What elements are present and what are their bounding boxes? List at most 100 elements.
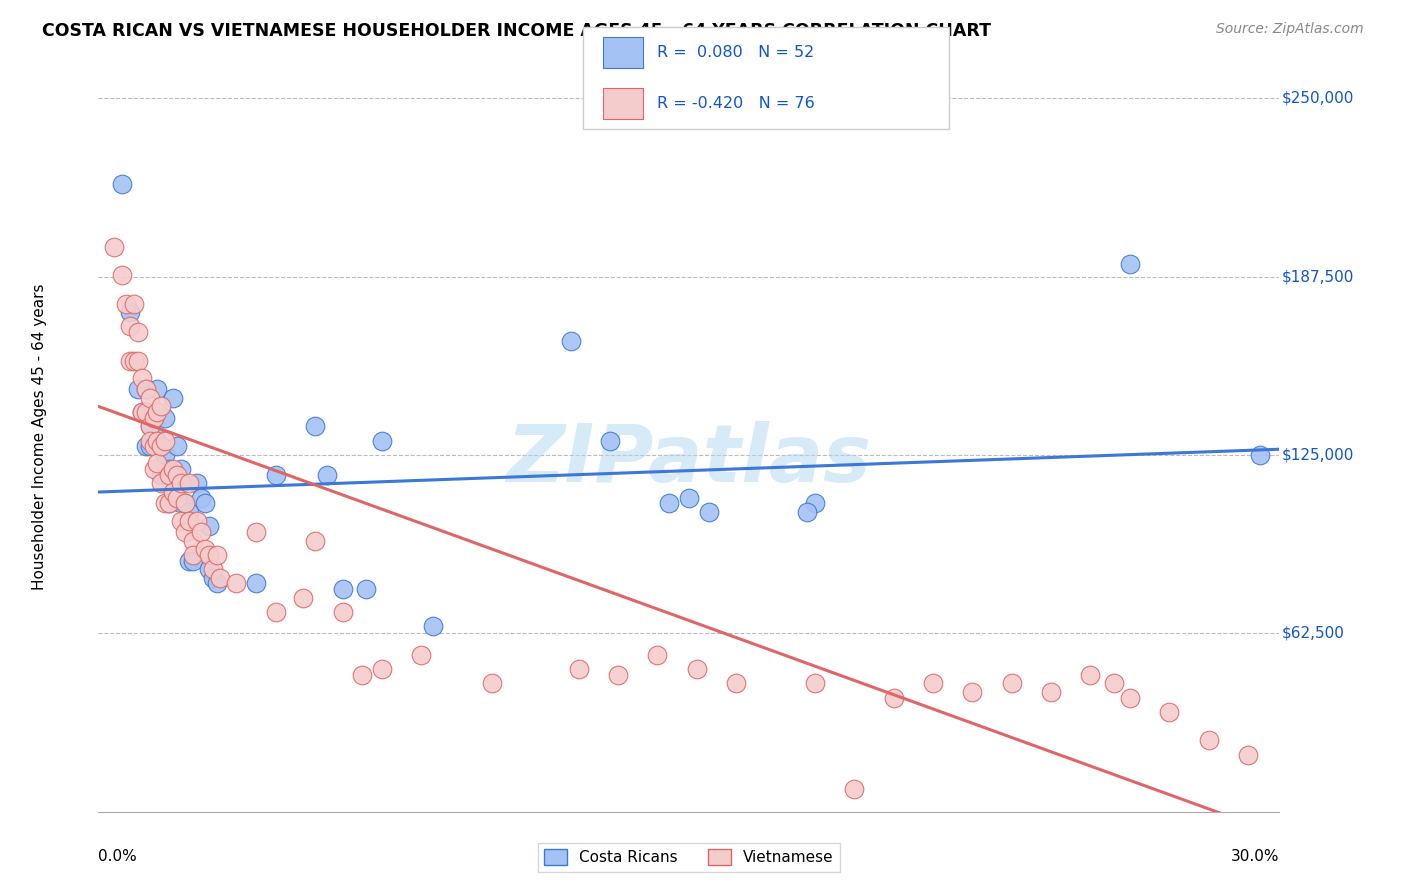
Point: [157, 496, 180, 510]
Point: [146, 382, 169, 396]
Point: [686, 662, 709, 676]
Point: [804, 676, 827, 690]
Point: [1040, 685, 1063, 699]
Point: [142, 428, 165, 442]
Point: [135, 439, 157, 453]
Point: [150, 439, 173, 453]
Point: [166, 439, 188, 453]
Point: [177, 505, 200, 519]
Point: [796, 505, 818, 519]
Point: [190, 524, 212, 539]
Point: [1237, 747, 1260, 762]
Point: [352, 667, 374, 681]
Point: [411, 648, 433, 662]
Point: [1198, 733, 1220, 747]
Point: [118, 305, 141, 319]
Point: [118, 319, 141, 334]
Point: [166, 491, 188, 505]
Point: [205, 576, 228, 591]
Point: [166, 476, 188, 491]
Point: [177, 553, 200, 567]
Point: [658, 496, 681, 510]
Point: [292, 591, 315, 605]
Point: [170, 462, 193, 476]
Text: COSTA RICAN VS VIETNAMESE HOUSEHOLDER INCOME AGES 45 - 64 YEARS CORRELATION CHAR: COSTA RICAN VS VIETNAMESE HOUSEHOLDER IN…: [42, 22, 991, 40]
Point: [194, 542, 217, 557]
Point: [304, 419, 326, 434]
Point: [111, 177, 134, 191]
Text: Householder Income Ages 45 - 64 years: Householder Income Ages 45 - 64 years: [32, 284, 46, 591]
Point: [197, 548, 219, 562]
Point: [371, 662, 394, 676]
Point: [201, 562, 224, 576]
Point: [181, 553, 204, 567]
Point: [146, 457, 169, 471]
Point: [170, 496, 193, 510]
Text: 0.0%: 0.0%: [98, 849, 138, 864]
Point: [1159, 705, 1181, 719]
Point: [122, 353, 145, 368]
Point: [162, 462, 184, 476]
Point: [844, 781, 866, 796]
Point: [194, 496, 217, 510]
Point: [607, 667, 630, 681]
Point: [205, 548, 228, 562]
Text: ZIPatlas: ZIPatlas: [506, 420, 872, 499]
Point: [166, 467, 188, 482]
Point: [332, 582, 354, 596]
Point: [174, 496, 197, 510]
Point: [155, 496, 177, 510]
Legend: Costa Ricans, Vietnamese: Costa Ricans, Vietnamese: [537, 843, 841, 871]
Point: [883, 690, 905, 705]
Point: [1102, 676, 1125, 690]
Point: [264, 467, 287, 482]
Point: [142, 410, 165, 425]
Point: [131, 405, 153, 419]
Point: [1001, 676, 1024, 690]
Point: [146, 439, 169, 453]
Point: [725, 676, 748, 690]
Point: [422, 619, 444, 633]
Point: [157, 467, 180, 482]
Point: [177, 514, 200, 528]
Point: [138, 434, 160, 448]
Point: [647, 648, 669, 662]
Point: [146, 405, 169, 419]
Point: [186, 476, 208, 491]
Point: [181, 533, 204, 548]
Point: [162, 467, 184, 482]
Point: [1119, 690, 1142, 705]
Point: [568, 662, 591, 676]
Point: [103, 239, 125, 253]
Point: [142, 462, 165, 476]
Point: [122, 296, 145, 310]
Point: [174, 496, 197, 510]
Point: [162, 391, 184, 405]
Point: [162, 485, 184, 500]
Point: [150, 467, 173, 482]
Point: [197, 562, 219, 576]
Point: [142, 410, 165, 425]
Point: [197, 519, 219, 533]
Point: [315, 467, 337, 482]
Point: [138, 439, 160, 453]
Point: [245, 576, 267, 591]
Text: R = -0.420   N = 76: R = -0.420 N = 76: [657, 96, 814, 111]
Point: [201, 571, 224, 585]
Point: [481, 676, 503, 690]
Text: 30.0%: 30.0%: [1232, 849, 1279, 864]
Point: [1080, 667, 1102, 681]
Point: [115, 296, 138, 310]
Point: [209, 571, 232, 585]
Point: [170, 514, 193, 528]
Point: [146, 434, 169, 448]
Point: [186, 514, 208, 528]
Point: [922, 676, 945, 690]
Point: [150, 439, 173, 453]
Point: [225, 576, 247, 591]
Point: [678, 491, 700, 505]
Point: [127, 353, 149, 368]
Text: $125,000: $125,000: [1282, 448, 1354, 462]
Point: [560, 334, 582, 348]
Point: [354, 582, 377, 596]
